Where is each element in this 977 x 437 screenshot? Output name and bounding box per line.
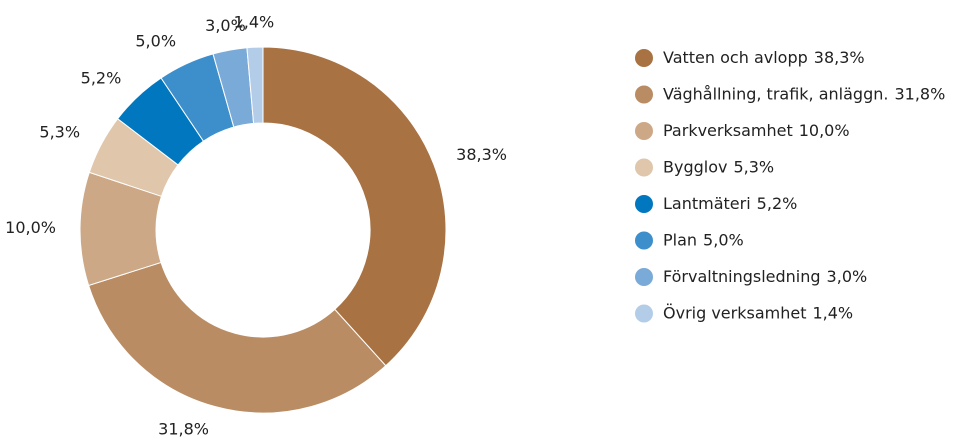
slice <box>262 46 447 367</box>
legend-value: 31,8% <box>894 84 945 103</box>
legend-name: Väghållning, trafik, anläggn. <box>663 84 888 103</box>
legend-marker <box>635 49 653 67</box>
data-label: 10,0% <box>5 218 56 237</box>
legend-value: 38,3% <box>814 48 865 67</box>
legend-name: Lantmäteri <box>663 194 751 213</box>
legend-marker <box>635 268 653 286</box>
legend-label: Lantmäteri 5,2% <box>663 194 797 213</box>
legend-label: Väghållning, trafik, anläggn. 31,8% <box>663 84 945 103</box>
legend-value: 5,0% <box>703 230 744 249</box>
legend-value: 10,0% <box>799 121 850 140</box>
legend-name: Plan <box>663 230 697 249</box>
data-label: 38,3% <box>456 145 507 164</box>
data-label: 5,3% <box>39 123 80 142</box>
data-label: 5,2% <box>81 69 122 88</box>
legend-value: 1,4% <box>812 303 853 322</box>
legend-label: Förvaltningsledning 3,0% <box>663 267 867 286</box>
slice <box>246 46 264 124</box>
legend-value: 5,3% <box>733 157 774 176</box>
data-label: 31,8% <box>158 419 209 437</box>
legend-name: Bygglov <box>663 157 727 176</box>
legend-name: Vatten och avlopp <box>663 48 808 67</box>
legend-label: Bygglov 5,3% <box>663 157 774 176</box>
legend-name: Parkverksamhet <box>663 121 793 140</box>
legend-marker <box>635 195 653 213</box>
legend-name: Övrig verksamhet <box>663 303 806 322</box>
legend-label: Parkverksamhet 10,0% <box>663 121 850 140</box>
legend-marker <box>635 85 653 104</box>
legend-marker <box>635 158 653 177</box>
data-label: 3,0% <box>205 16 246 35</box>
legend-name: Förvaltningsledning <box>663 267 821 286</box>
data-label: 5,0% <box>135 32 176 51</box>
slice <box>87 261 387 414</box>
data-label: 1,4% <box>234 13 275 32</box>
legend-label: Plan 5,0% <box>663 230 744 249</box>
legend-label: Vatten och avlopp 38,3% <box>663 48 865 67</box>
legend-value: 3,0% <box>827 267 868 286</box>
legend-label: Övrig verksamhet 1,4% <box>663 303 853 322</box>
legend-marker <box>635 304 653 323</box>
legend-value: 5,2% <box>757 194 798 213</box>
legend-marker <box>635 122 653 140</box>
legend-marker <box>635 231 653 250</box>
